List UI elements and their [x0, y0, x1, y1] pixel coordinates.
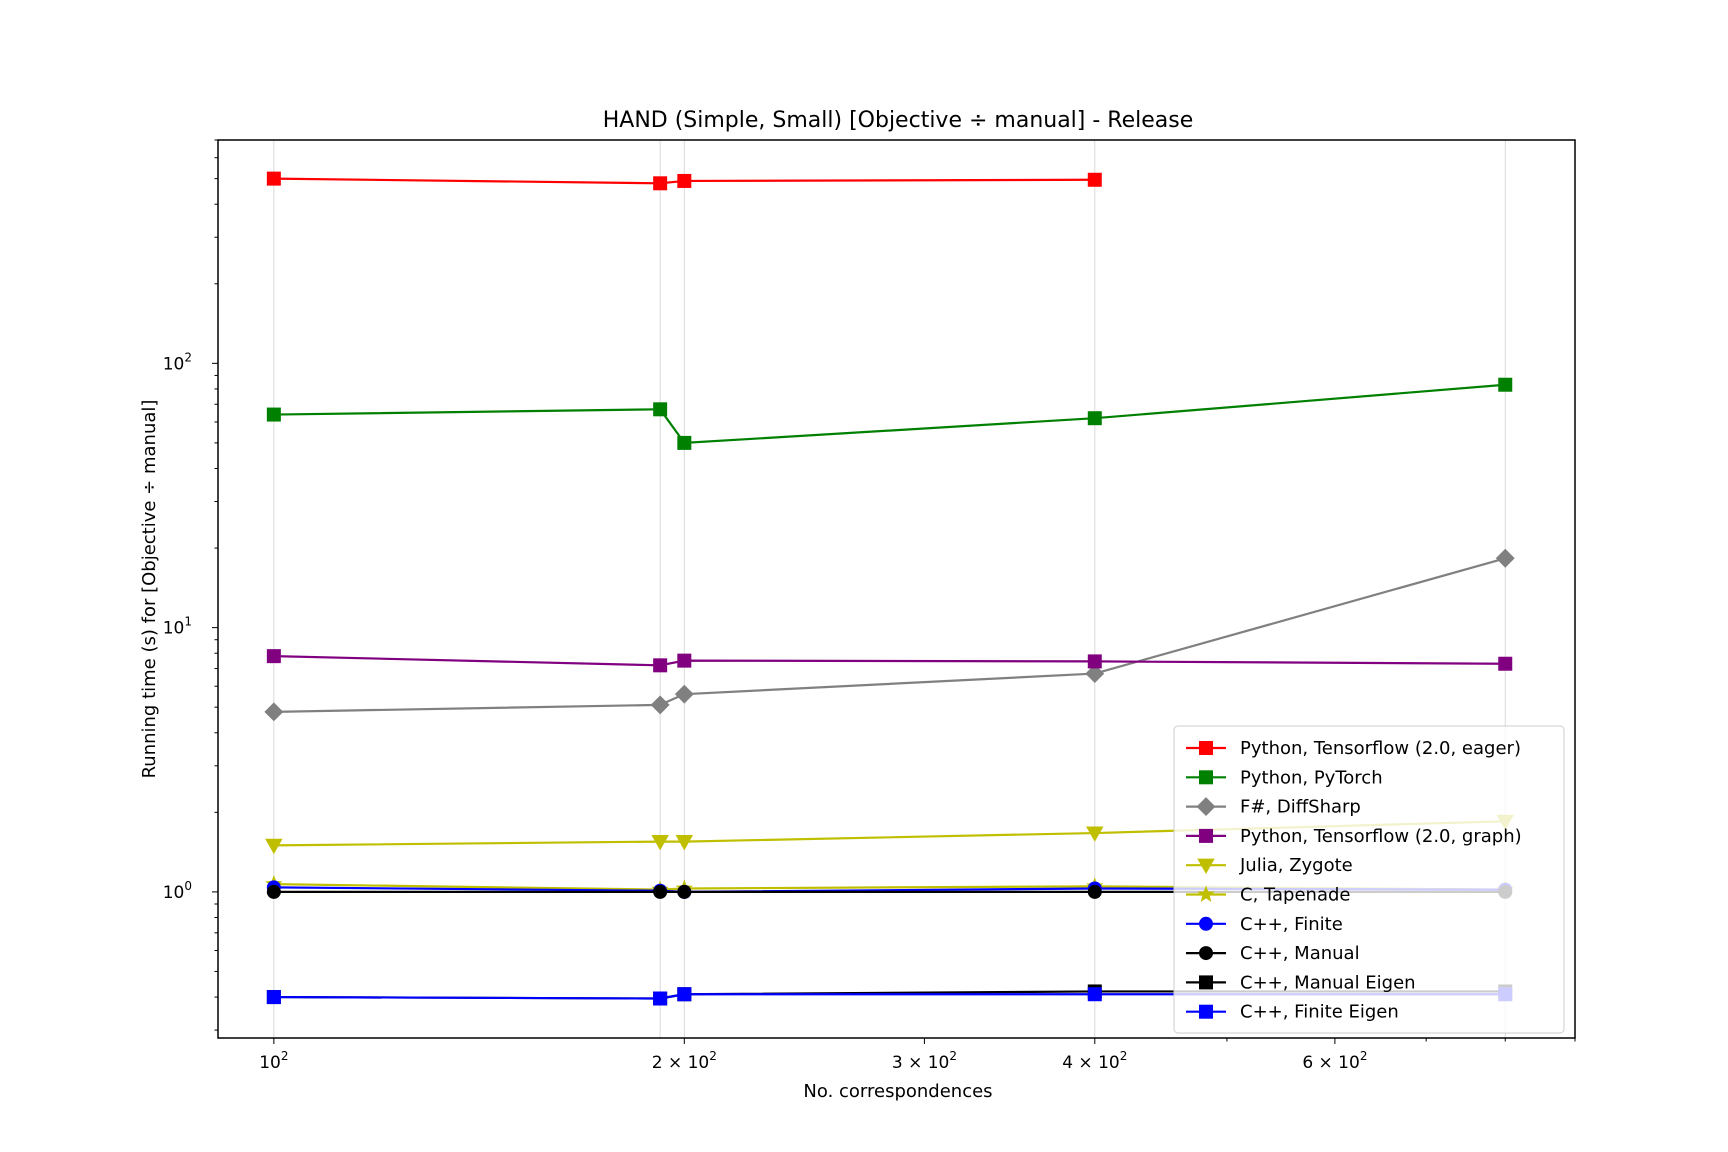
y-tick-label: 101: [163, 615, 192, 639]
data-point: [653, 176, 668, 191]
y-tick-label: 100: [163, 879, 192, 903]
series-python-tensorflow-2-0-graph: [266, 649, 1513, 673]
x-axis-label: No. correspondences: [803, 1081, 992, 1102]
legend-marker: [1199, 975, 1213, 990]
legend-entry: Julia, Zygote: [1186, 855, 1353, 876]
data-point: [1495, 548, 1515, 568]
series-f-diffsharp: [264, 548, 1515, 722]
data-point: [677, 884, 692, 899]
data-point: [1086, 826, 1104, 842]
data-point: [677, 987, 692, 1002]
legend-entry: C++, Finite Eigen: [1186, 1002, 1399, 1023]
legend-label: Julia, Zygote: [1239, 855, 1353, 876]
data-point: [1498, 377, 1513, 392]
legend-marker: [1197, 858, 1215, 874]
legend-entry: F#, DiffSharp: [1186, 797, 1361, 818]
x-tick-label: 6 × 102: [1302, 1049, 1367, 1073]
data-point: [653, 991, 668, 1006]
legend-entry: C++, Manual: [1186, 943, 1360, 964]
legend: Python, Tensorflow (2.0, eager) Python, P…: [1173, 725, 1565, 1034]
data-point: [674, 684, 694, 704]
legend-label: Python, PyTorch: [1240, 767, 1383, 788]
legend-marker: [1196, 797, 1216, 817]
legend-label: C++, Finite: [1240, 914, 1343, 935]
series-line: [273, 655, 1506, 667]
data-point: [653, 402, 668, 417]
data-point: [1087, 987, 1102, 1002]
legend-marker: [1199, 741, 1213, 755]
legend-marker: [1199, 770, 1213, 785]
legend-label: F#, DiffSharp: [1240, 797, 1361, 818]
data-point: [264, 702, 284, 722]
legend-entry: C, Tapenade: [1186, 885, 1351, 906]
y-tick-label: 102: [163, 350, 192, 374]
x-axis: 102 2 × 102 3 × 102 4 × 102 6 × 102: [259, 1038, 1576, 1073]
legend-entry: Python, Tensorflow (2.0, eager): [1186, 738, 1521, 759]
data-point: [677, 653, 692, 668]
data-point: [675, 835, 694, 851]
data-point: [653, 658, 668, 673]
x-tick-label: 3 × 102: [892, 1049, 957, 1073]
y-axis-label: Running time (s) for [Objective ÷ manual…: [139, 400, 160, 779]
series-python-pytorch: [266, 377, 1513, 450]
series-layer: [264, 171, 1515, 1006]
data-point: [1087, 411, 1102, 426]
legend-entry: Python, PyTorch: [1186, 767, 1383, 788]
data-point: [1087, 884, 1102, 899]
data-point: [266, 990, 281, 1005]
legend-label: C++, Finite Eigen: [1240, 1002, 1399, 1023]
legend-marker: [1199, 828, 1213, 843]
data-point: [266, 649, 281, 664]
legend-marker: [1199, 916, 1213, 931]
data-point: [653, 884, 668, 899]
legend-box: [1173, 725, 1565, 1034]
data-point: [651, 835, 669, 851]
plot-frame: [217, 139, 1576, 1039]
x-tick-label: 102: [259, 1049, 288, 1073]
legend-label: Python, Tensorflow (2.0, eager): [1240, 738, 1521, 759]
legend-label: Python, Tensorflow (2.0, graph): [1240, 826, 1522, 847]
data-point: [1087, 172, 1102, 187]
data-point: [1087, 654, 1102, 669]
series-line: [273, 177, 1095, 185]
legend-label: C++, Manual Eigen: [1240, 972, 1416, 993]
x-tick-label: 2 × 102: [652, 1049, 717, 1073]
data-point: [266, 884, 281, 899]
data-point: [677, 435, 692, 450]
legend-entry: C++, Manual Eigen: [1186, 972, 1416, 993]
data-point: [1498, 656, 1513, 671]
legend-marker: [1197, 885, 1215, 902]
data-point: [650, 695, 670, 715]
legend-label: C++, Manual: [1240, 943, 1360, 964]
legend-entry: Python, Tensorflow (2.0, graph): [1186, 826, 1522, 847]
legend-marker: [1199, 946, 1213, 961]
x-tick-label: 4 × 102: [1062, 1049, 1127, 1073]
data-point: [266, 407, 281, 422]
data-point: [1085, 664, 1105, 684]
data-point: [265, 838, 283, 855]
legend-label: C, Tapenade: [1240, 885, 1351, 906]
data-point: [677, 173, 692, 188]
legend-marker: [1199, 1004, 1213, 1019]
y-axis: 100 101 102: [163, 139, 218, 1031]
series-line: [273, 557, 1506, 713]
chart-title: HAND (Simple, Small) [Objective ÷ manual…: [603, 108, 1194, 133]
series-line: [273, 383, 1506, 444]
series-python-tensorflow-2-0-eager: [266, 171, 1102, 191]
data-point: [266, 171, 281, 186]
legend-entry: C++, Finite: [1186, 914, 1343, 935]
